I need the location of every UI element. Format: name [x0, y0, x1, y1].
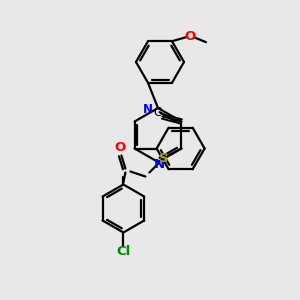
Text: C: C — [153, 106, 161, 119]
Text: O: O — [184, 30, 196, 43]
Text: N: N — [153, 158, 165, 172]
Text: O: O — [115, 141, 126, 154]
Text: N: N — [142, 103, 152, 116]
Text: Cl: Cl — [116, 245, 130, 258]
Text: S: S — [159, 152, 168, 165]
